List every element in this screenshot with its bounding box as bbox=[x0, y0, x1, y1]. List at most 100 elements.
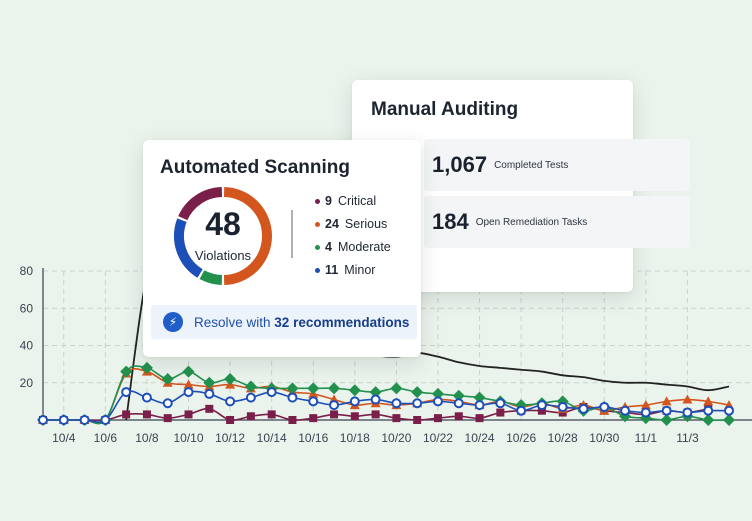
x-tick-label: 10/14 bbox=[257, 431, 287, 445]
violations-total: 48 bbox=[205, 206, 241, 242]
data-point-serious bbox=[682, 394, 693, 404]
manual-auditing-title: Manual Auditing bbox=[371, 99, 519, 120]
series-line-minor bbox=[42, 390, 730, 423]
data-point-critical bbox=[142, 410, 151, 419]
completed-tests-value: 1,067 bbox=[432, 152, 488, 177]
donut-slice-critical bbox=[178, 187, 223, 221]
data-point-serious bbox=[183, 379, 194, 389]
x-tick-label: 10/30 bbox=[589, 431, 619, 445]
data-point-moderate bbox=[369, 386, 382, 399]
automated-scanning-card: Automated Scanning 48 Violations 9 Criti… bbox=[143, 140, 421, 357]
data-point-moderate bbox=[431, 387, 444, 400]
x-tick-label: 10/20 bbox=[381, 431, 411, 445]
data-point-moderate bbox=[224, 373, 237, 386]
serious-count: 24 bbox=[325, 217, 339, 231]
data-point-critical bbox=[226, 416, 235, 424]
data-point-minor bbox=[141, 392, 152, 403]
data-point-minor bbox=[162, 398, 173, 409]
y-tick-label: 80 bbox=[20, 264, 34, 278]
y-tick-label: 60 bbox=[20, 301, 34, 315]
data-point-minor bbox=[204, 388, 215, 399]
donut-slice-minor bbox=[174, 218, 203, 278]
data-point-minor bbox=[225, 396, 236, 407]
data-point-critical bbox=[122, 410, 131, 419]
recommendations-count: 32 recommendations bbox=[274, 314, 410, 330]
data-point-moderate bbox=[660, 414, 673, 426]
data-point-critical bbox=[371, 410, 380, 419]
data-point-critical bbox=[267, 410, 276, 419]
critical-label: Critical bbox=[337, 194, 377, 208]
legend-critical: 9 Critical bbox=[315, 194, 376, 208]
data-point-critical bbox=[309, 414, 318, 423]
x-tick-label: 10/28 bbox=[548, 431, 578, 445]
donut-slice-serious bbox=[223, 187, 272, 285]
data-point-moderate bbox=[390, 382, 403, 395]
minor-label: Minor bbox=[344, 263, 376, 277]
data-point-moderate bbox=[120, 365, 133, 378]
x-tick-label: 11/1 bbox=[635, 431, 658, 445]
data-point-minor bbox=[79, 415, 90, 425]
resolve-text: Resolve with 32 recommendations bbox=[194, 315, 409, 330]
data-point-critical bbox=[288, 416, 297, 424]
moderate-dot-icon bbox=[315, 244, 320, 250]
data-point-minor bbox=[329, 400, 340, 411]
resolve-recommendations-button[interactable]: ⚡︎ Resolve with 32 recommendations bbox=[151, 305, 417, 339]
y-tick-label: 20 bbox=[20, 376, 34, 390]
x-tick-label: 10/22 bbox=[423, 431, 453, 445]
critical-count: 9 bbox=[325, 194, 332, 208]
data-point-minor bbox=[183, 387, 194, 398]
x-tick-label: 10/16 bbox=[298, 431, 328, 445]
data-point-critical bbox=[184, 410, 193, 419]
legend-moderate: 4 Moderate bbox=[315, 240, 391, 254]
data-point-critical bbox=[454, 412, 463, 421]
data-point-minor bbox=[58, 415, 69, 425]
data-point-moderate bbox=[452, 389, 465, 402]
data-point-moderate bbox=[286, 382, 299, 395]
data-point-minor bbox=[536, 400, 547, 411]
data-point-minor bbox=[38, 415, 48, 425]
data-point-moderate bbox=[328, 382, 341, 395]
divider bbox=[291, 210, 293, 258]
donut-slice-moderate bbox=[199, 270, 223, 285]
moderate-count: 4 bbox=[325, 240, 332, 254]
serious-dot-icon bbox=[315, 221, 320, 227]
data-point-moderate bbox=[411, 386, 424, 399]
automated-scanning-title: Automated Scanning bbox=[160, 157, 351, 178]
data-point-serious bbox=[640, 400, 651, 410]
x-tick-label: 10/18 bbox=[340, 431, 370, 445]
data-point-critical bbox=[537, 406, 546, 415]
data-point-critical bbox=[392, 414, 401, 423]
data-point-critical bbox=[433, 414, 442, 423]
data-point-serious bbox=[661, 396, 672, 406]
data-point-minor bbox=[724, 405, 734, 416]
resolve-prefix: Resolve with bbox=[194, 314, 271, 330]
data-point-minor bbox=[370, 394, 381, 405]
data-point-minor bbox=[266, 387, 277, 398]
data-point-moderate bbox=[702, 414, 715, 426]
data-point-moderate bbox=[182, 365, 195, 378]
completed-tests-stat: 1,067 Completed Tests bbox=[424, 139, 690, 191]
violations-donut-chart bbox=[174, 187, 272, 285]
x-tick-label: 10/8 bbox=[135, 431, 159, 445]
data-point-critical bbox=[413, 416, 422, 424]
data-point-minor bbox=[308, 396, 319, 407]
data-point-minor bbox=[557, 401, 568, 412]
serious-label: Serious bbox=[344, 217, 388, 231]
data-point-moderate bbox=[307, 382, 320, 395]
data-point-moderate bbox=[203, 376, 216, 389]
data-point-moderate bbox=[723, 414, 735, 426]
data-point-minor bbox=[682, 407, 693, 418]
x-tick-label: 11/3 bbox=[676, 431, 699, 445]
data-point-minor bbox=[516, 405, 527, 416]
critical-dot-icon bbox=[315, 198, 320, 204]
data-point-moderate bbox=[161, 373, 174, 386]
x-tick-label: 10/4 bbox=[52, 431, 76, 445]
data-point-minor bbox=[100, 415, 111, 425]
series-line-moderate bbox=[42, 365, 730, 425]
open-remediation-value: 184 bbox=[432, 209, 469, 234]
data-point-minor bbox=[578, 403, 589, 414]
y-tick-label: 40 bbox=[20, 339, 34, 353]
legend-serious: 24 Serious bbox=[315, 217, 387, 231]
data-point-critical bbox=[350, 412, 359, 421]
data-point-minor bbox=[495, 398, 506, 409]
